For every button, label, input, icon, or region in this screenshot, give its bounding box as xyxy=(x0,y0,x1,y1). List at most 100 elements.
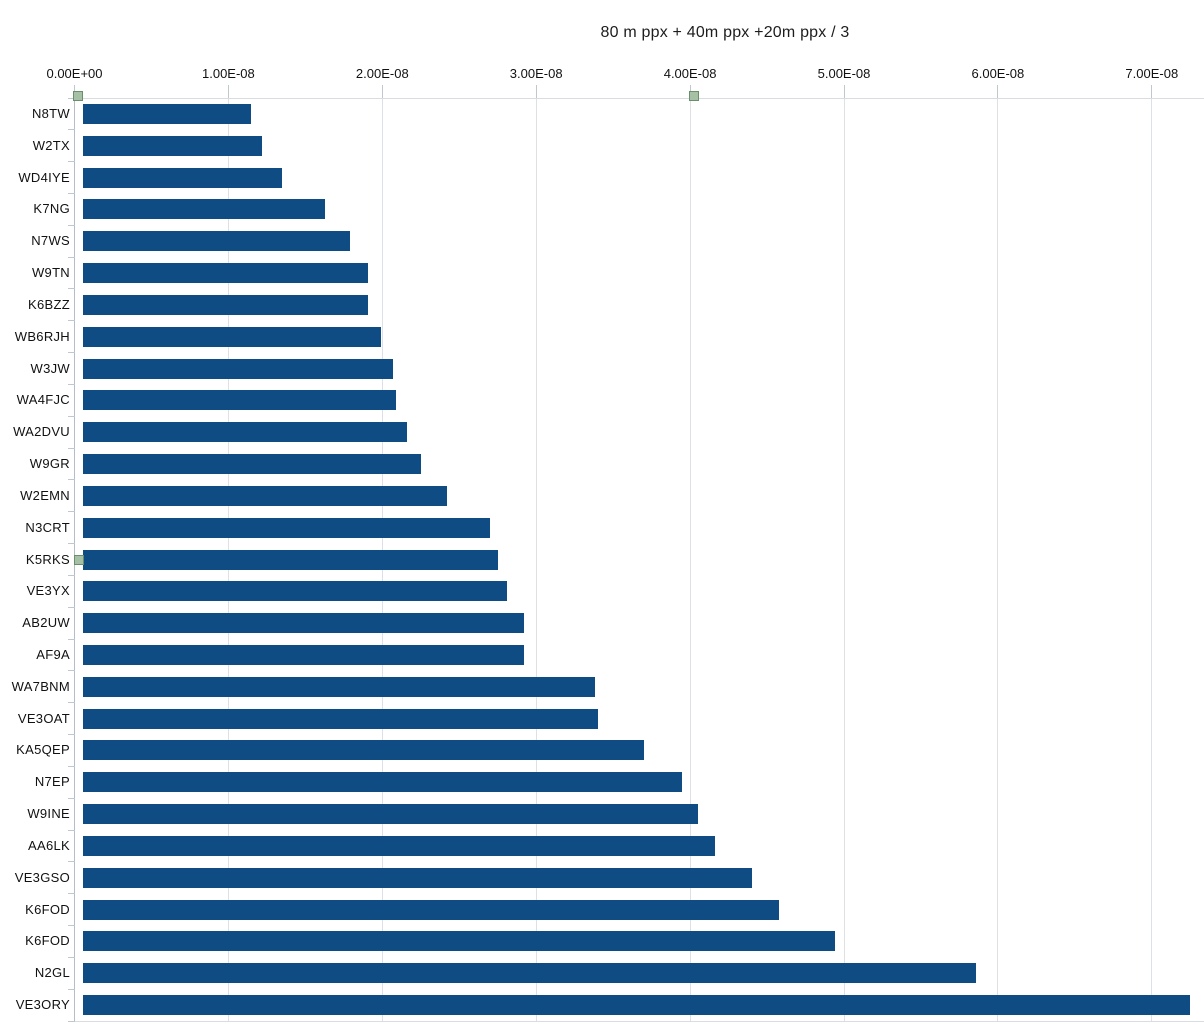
plot-bottom-border xyxy=(74,1020,1204,1022)
bar-n3crt[interactable] xyxy=(83,517,491,538)
y-axis-tick-mark xyxy=(67,797,75,799)
bar-af9a[interactable] xyxy=(83,644,524,665)
y-axis-tick-mark xyxy=(67,606,75,608)
category-label: WB6RJH xyxy=(14,328,70,344)
bar-w2tx[interactable] xyxy=(83,135,263,156)
category-label: W9GR xyxy=(29,456,70,472)
bar-ve3oat[interactable] xyxy=(83,708,598,729)
category-label: K6FOD xyxy=(25,901,70,917)
y-axis-tick-mark xyxy=(67,988,75,990)
category-label: W9INE xyxy=(27,806,70,822)
y-axis-tick-mark xyxy=(67,415,75,417)
x-axis-tick-label: 2.00E-08 xyxy=(355,66,409,81)
bar-w2emn[interactable] xyxy=(83,485,447,506)
y-axis-tick-mark xyxy=(67,447,75,449)
bar-k6fod[interactable] xyxy=(83,899,780,920)
y-axis-tick-mark xyxy=(67,479,75,481)
bar-n7ws[interactable] xyxy=(83,231,350,252)
category-label: WA7BNM xyxy=(11,678,70,694)
y-axis-tick-mark xyxy=(67,383,75,385)
x-axis-tick-label: 3.00E-08 xyxy=(509,66,563,81)
selection-handle-k5rks[interactable] xyxy=(74,554,84,565)
category-label: N2GL xyxy=(34,965,70,981)
bar-w3jw[interactable] xyxy=(83,358,394,379)
bar-wa2dvu[interactable] xyxy=(83,422,407,443)
bar-ab2uw[interactable] xyxy=(83,613,524,634)
y-axis-tick-mark xyxy=(67,97,75,99)
category-label: VE3GSO xyxy=(14,869,70,885)
bar-wa7bnm[interactable] xyxy=(83,676,595,697)
bar-ve3ory[interactable] xyxy=(83,995,1191,1016)
category-label: AB2UW xyxy=(22,615,70,631)
bar-k5rks[interactable] xyxy=(83,549,498,570)
x-axis-tick-label: 7.00E-08 xyxy=(1125,66,1179,81)
plot-top-border xyxy=(74,97,1204,99)
y-axis-tick-mark xyxy=(67,829,75,831)
y-axis-tick-mark xyxy=(67,161,75,163)
y-axis-tick-mark xyxy=(67,192,75,194)
y-axis-tick-mark xyxy=(67,956,75,958)
bar-n2gl[interactable] xyxy=(83,963,977,984)
x-axis-tick-mark xyxy=(227,85,229,98)
category-label: AA6LK xyxy=(28,837,70,853)
category-label: WA2DVU xyxy=(13,424,70,440)
bar-k7ng[interactable] xyxy=(83,199,326,220)
category-label: VE3YX xyxy=(26,583,70,599)
bar-n8tw[interactable] xyxy=(83,103,252,124)
bar-k6bzz[interactable] xyxy=(83,294,369,315)
x-axis-tick-mark xyxy=(381,85,383,98)
vertical-gridline xyxy=(843,98,845,1021)
y-axis-tick-mark xyxy=(67,734,75,736)
chart-title[interactable]: 80 m ppx + 40m ppx +20m ppx / 3 xyxy=(600,24,850,41)
x-axis-tick-mark xyxy=(843,85,845,98)
selection-handle-axis-zero-top[interactable] xyxy=(73,91,83,101)
category-label: VE3ORY xyxy=(15,997,70,1013)
bar-aa6lk[interactable] xyxy=(83,835,715,856)
bar-wd4iye[interactable] xyxy=(83,167,283,188)
y-axis-tick-mark xyxy=(67,574,75,576)
x-axis-tick-label: 4.00E-08 xyxy=(663,66,717,81)
category-label: N3CRT xyxy=(25,519,70,535)
x-axis-tick-label: 0.00E+00 xyxy=(46,66,103,81)
y-axis-tick-mark xyxy=(67,511,75,513)
bar-w9gr[interactable] xyxy=(83,454,421,475)
y-axis-tick-mark xyxy=(67,224,75,226)
x-axis-tick-label: 5.00E-08 xyxy=(817,66,871,81)
bar-ka5qep[interactable] xyxy=(83,740,644,761)
x-axis-tick-mark xyxy=(535,85,537,98)
x-axis-tick-label: 1.00E-08 xyxy=(202,66,255,81)
vertical-gridline xyxy=(535,98,537,1021)
y-axis-tick-mark xyxy=(67,256,75,258)
bar-wa4fjc[interactable] xyxy=(83,390,397,411)
category-label: W3JW xyxy=(30,360,70,376)
y-axis-tick-mark xyxy=(67,543,75,545)
y-axis-tick-mark xyxy=(67,638,75,640)
bar-w9tn[interactable] xyxy=(83,263,369,284)
category-label: K7NG xyxy=(33,201,70,217)
x-axis-tick-label: 6.00E-08 xyxy=(971,66,1025,81)
y-axis-tick-mark xyxy=(67,702,75,704)
vertical-gridline xyxy=(1151,98,1153,1021)
bar-w9ine[interactable] xyxy=(83,804,698,825)
category-label: K6BZZ xyxy=(28,296,70,312)
bar-ve3gso[interactable] xyxy=(83,867,752,888)
bar-ve3yx[interactable] xyxy=(83,581,507,602)
category-label: N7WS xyxy=(31,233,70,249)
y-axis-tick-mark xyxy=(67,765,75,767)
category-label: W9TN xyxy=(31,265,70,281)
y-axis-tick-mark xyxy=(67,893,75,895)
bar-wb6rjh[interactable] xyxy=(83,326,381,347)
y-axis-tick-mark xyxy=(67,320,75,322)
y-axis-tick-mark xyxy=(67,352,75,354)
y-axis-tick-mark xyxy=(67,1020,75,1022)
category-label: K6FOD xyxy=(25,933,70,949)
category-label: N7EP xyxy=(34,774,70,790)
selection-handle-4e-08-top[interactable] xyxy=(688,91,699,101)
bar-n7ep[interactable] xyxy=(83,772,683,793)
category-label: VE3OAT xyxy=(17,710,70,726)
category-label: WD4IYE xyxy=(18,169,70,185)
category-label: KA5QEP xyxy=(16,742,70,758)
bar-k6fod[interactable] xyxy=(83,931,835,952)
y-axis-tick-mark xyxy=(67,670,75,672)
